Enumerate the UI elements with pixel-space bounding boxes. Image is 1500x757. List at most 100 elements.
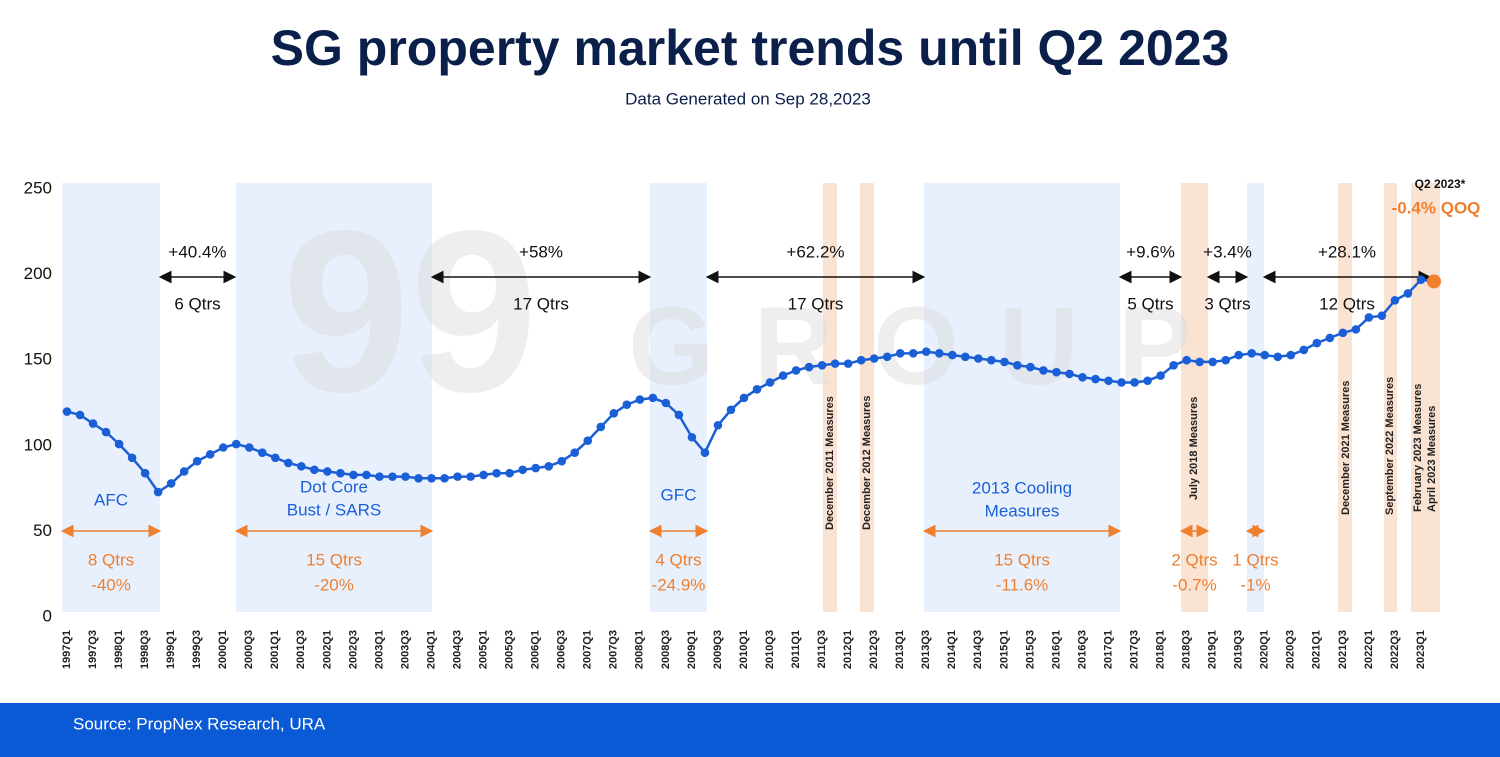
data-point	[1169, 361, 1178, 370]
data-point	[62, 407, 72, 416]
period-change: -0.7%	[1172, 575, 1216, 594]
data-point	[570, 448, 580, 457]
period-label: Measures	[985, 501, 1060, 520]
data-point	[179, 467, 189, 476]
x-tick-label: 2017Q3	[1128, 630, 1140, 669]
data-point	[427, 474, 436, 483]
data-point	[153, 487, 163, 497]
rally-change: +28.1%	[1318, 242, 1376, 261]
data-point	[1273, 352, 1283, 362]
data-point	[1416, 275, 1426, 285]
data-point	[830, 359, 840, 368]
data-point	[1156, 371, 1165, 380]
period-change: -40%	[91, 575, 131, 594]
data-point	[895, 349, 905, 358]
x-tick-label: 2015Q1	[998, 630, 1010, 669]
data-point	[127, 453, 137, 463]
data-point	[257, 448, 267, 457]
data-point	[114, 439, 124, 449]
data-point	[1390, 295, 1400, 305]
x-tick-label: 2003Q3	[399, 630, 411, 669]
data-point	[804, 362, 814, 372]
period-label: 2013 Cooling	[972, 478, 1072, 497]
data-point	[323, 467, 332, 476]
x-tick-label: 2004Q3	[451, 630, 463, 669]
data-point	[1221, 355, 1230, 365]
data-point	[765, 378, 775, 387]
data-point	[648, 393, 658, 403]
source-note: Source: PropNex Research, URA	[73, 714, 326, 733]
data-point	[1286, 350, 1296, 360]
x-tick-label: 2012Q3	[868, 630, 880, 669]
x-tick-label: 2010Q1	[738, 630, 750, 669]
x-tick-label: 2007Q3	[608, 630, 620, 669]
last-point-label: Q2 2023*	[1415, 177, 1466, 191]
data-point	[739, 393, 749, 403]
data-point	[1351, 325, 1361, 334]
x-tick-label: 2001Q3	[295, 630, 307, 669]
measure-band	[1384, 183, 1397, 612]
watermark: GROUP	[628, 285, 1231, 408]
data-point	[687, 432, 697, 442]
data-point	[1364, 313, 1374, 322]
period-band	[650, 183, 707, 612]
data-point	[1195, 357, 1204, 367]
data-point	[791, 366, 801, 375]
x-tick-label: 2000Q3	[243, 630, 255, 669]
period-label: AFC	[94, 490, 128, 509]
data-point	[596, 422, 606, 432]
period-band	[62, 183, 160, 612]
data-point	[192, 456, 202, 466]
data-point	[1013, 361, 1022, 370]
x-tick-label: 2003Q1	[373, 630, 385, 669]
data-point	[218, 443, 228, 452]
data-point	[700, 448, 710, 457]
data-point	[609, 408, 619, 418]
data-point	[674, 410, 684, 420]
period-duration: 8 Qtrs	[88, 550, 134, 569]
data-point	[1091, 374, 1100, 384]
data-point	[1312, 338, 1322, 348]
data-point	[505, 468, 514, 478]
data-point	[1299, 345, 1309, 355]
price-line	[66, 278, 1435, 494]
period-label: Dot Core	[300, 477, 368, 496]
x-tick-label: 2021Q1	[1311, 630, 1323, 669]
period-band	[236, 183, 432, 612]
x-tick-label: 2013Q1	[894, 630, 906, 669]
data-point	[336, 468, 345, 478]
data-point	[466, 472, 475, 481]
data-point	[1052, 367, 1061, 377]
data-point	[1247, 349, 1257, 358]
data-point	[635, 395, 645, 404]
rally-duration: 17 Qtrs	[513, 294, 569, 313]
period-label: GFC	[661, 485, 697, 504]
last-point-change: -0.4% QOQ	[1392, 198, 1481, 217]
y-tick-label: 100	[24, 435, 52, 454]
data-point	[778, 371, 788, 380]
data-point	[882, 352, 892, 362]
data-point	[362, 470, 371, 480]
x-tick-label: 2016Q1	[1050, 630, 1062, 669]
data-point	[101, 427, 111, 437]
x-tick-label: 1998Q1	[113, 630, 125, 669]
data-point	[1234, 350, 1244, 360]
rally-change: +9.6%	[1126, 242, 1175, 261]
data-point	[1104, 376, 1113, 386]
period-label: Bust / SARS	[287, 500, 381, 519]
y-tick-label: 150	[24, 350, 52, 369]
data-point	[661, 398, 671, 408]
rally-duration: 5 Qtrs	[1127, 294, 1173, 313]
x-tick-label: 2002Q3	[347, 630, 359, 669]
x-tick-label: 2013Q3	[920, 630, 932, 669]
data-point	[843, 359, 853, 368]
rally-duration: 12 Qtrs	[1319, 294, 1375, 313]
x-tick-label: 2006Q1	[530, 630, 542, 669]
data-point	[622, 400, 632, 410]
x-tick-label: 2006Q3	[556, 630, 568, 669]
rally-duration: 6 Qtrs	[174, 294, 220, 313]
x-tick-label: 2005Q3	[504, 630, 516, 669]
x-tick-label: 2022Q1	[1363, 630, 1375, 669]
x-tick-label: 2002Q1	[321, 630, 333, 669]
